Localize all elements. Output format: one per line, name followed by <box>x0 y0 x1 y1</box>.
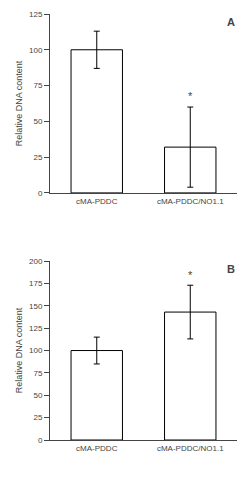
svg-text:150: 150 <box>29 302 43 311</box>
svg-text:125: 125 <box>29 10 43 19</box>
svg-text:175: 175 <box>29 279 43 288</box>
svg-text:75: 75 <box>33 369 42 378</box>
svg-text:cMA-PDDC/NO1.1: cMA-PDDC/NO1.1 <box>157 197 224 206</box>
svg-text:cMA-PDDC: cMA-PDDC <box>76 444 118 453</box>
svg-text:125: 125 <box>29 324 43 333</box>
svg-text:25: 25 <box>33 153 42 162</box>
svg-text:50: 50 <box>33 391 42 400</box>
svg-text:cMA-PDDC: cMA-PDDC <box>76 197 118 206</box>
svg-text:100: 100 <box>29 46 43 55</box>
svg-text:A: A <box>227 16 235 28</box>
svg-text:0: 0 <box>38 436 43 445</box>
svg-text:100: 100 <box>29 346 43 355</box>
svg-text:200: 200 <box>29 257 43 266</box>
svg-text:25: 25 <box>33 413 42 422</box>
svg-text:Relative DNA content: Relative DNA content <box>14 307 24 393</box>
svg-text:*: * <box>188 90 193 102</box>
svg-text:50: 50 <box>33 117 42 126</box>
svg-text:*: * <box>188 269 193 281</box>
svg-text:0: 0 <box>38 189 43 198</box>
svg-text:cMA-PDDC/NO1.1: cMA-PDDC/NO1.1 <box>157 444 224 453</box>
svg-text:Relative DNA content: Relative DNA content <box>14 60 24 146</box>
svg-text:75: 75 <box>33 81 42 90</box>
svg-text:B: B <box>227 263 235 275</box>
